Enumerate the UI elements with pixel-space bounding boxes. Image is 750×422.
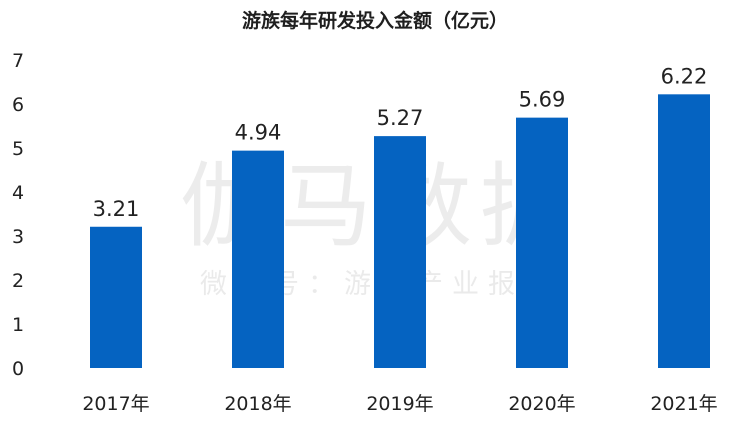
data-label-2: 5.27	[377, 106, 424, 130]
x-tick-label-4: 2021年	[650, 393, 717, 415]
x-tick-label-0: 2017年	[82, 393, 149, 415]
bar-2	[374, 136, 426, 368]
x-tick-label-1: 2018年	[224, 393, 291, 415]
y-tick-label-2: 2	[12, 270, 24, 292]
data-label-0: 3.21	[93, 197, 140, 221]
bar-4	[658, 94, 710, 368]
x-axis: 2017年 2018年 2019年 2020年 2021年	[82, 393, 717, 415]
y-tick-label-6: 6	[12, 94, 24, 116]
y-tick-label-4: 4	[12, 182, 24, 204]
bar-3	[516, 117, 568, 368]
y-tick-label-0: 0	[12, 358, 24, 380]
data-label-1: 4.94	[235, 121, 282, 145]
chart-title: 游族每年研发投入金额（亿元）	[241, 10, 508, 32]
data-label-4: 6.22	[661, 64, 708, 88]
y-tick-label-7: 7	[12, 50, 24, 72]
bars-layer	[90, 94, 710, 368]
x-tick-label-3: 2020年	[508, 393, 575, 415]
y-axis: 0 1 2 3 4 5 6 7	[12, 50, 24, 380]
bar-1	[232, 150, 284, 368]
x-tick-label-2: 2019年	[366, 393, 433, 415]
y-tick-label-3: 3	[12, 226, 24, 248]
y-tick-label-5: 5	[12, 138, 24, 160]
data-label-3: 5.69	[519, 88, 566, 112]
bar-0	[90, 226, 142, 368]
data-labels-layer: 3.21 4.94 5.27 5.69 6.22	[93, 64, 708, 220]
y-tick-label-1: 1	[12, 314, 24, 336]
